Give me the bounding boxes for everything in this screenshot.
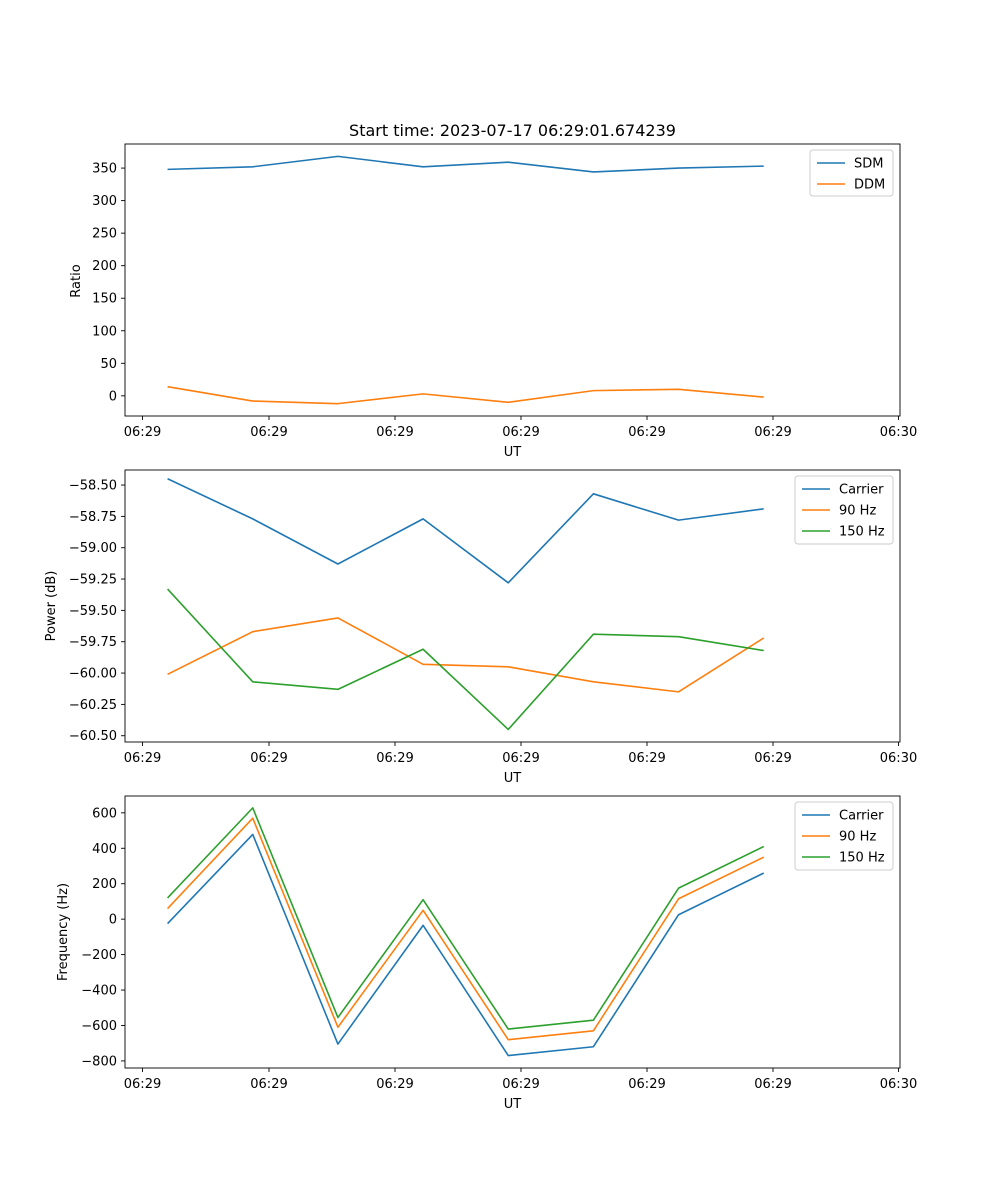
power-y-axis-label: Power (dB)	[44, 571, 59, 642]
power-y-tick-label: −60.00	[69, 667, 117, 682]
frequency-x-tick-label: 06:29	[628, 1077, 665, 1092]
power-y-tick-label: −60.25	[69, 698, 117, 713]
frequency-y-tick-label: 400	[92, 842, 117, 857]
ratio-y-tick-label: 200	[92, 259, 117, 274]
power-legend-label-90-hz: 90 Hz	[839, 504, 876, 519]
ratio-y-tick-label: 250	[92, 227, 117, 242]
ratio-axes-frame	[124, 143, 901, 417]
ratio-y-tick-label: 150	[92, 292, 117, 307]
frequency-legend: Carrier 90 Hz 150 Hz	[794, 801, 894, 871]
ratio-y-tick-label: 50	[100, 357, 117, 372]
power-y-tick-label: −60.50	[69, 729, 117, 744]
ratio-x-tick-label: 06:29	[628, 425, 665, 440]
ratio-legend-label-ddm: DDM	[854, 178, 885, 193]
power-x-tick-label: 06:29	[376, 751, 413, 766]
frequency-x-tick-label: 06:29	[124, 1077, 161, 1092]
frequency-y-tick-label: 600	[92, 806, 117, 821]
ratio-plot-area: 06:29 06:29 06:29 06:29 06:29 06:29 06:30 0 50 10…	[92, 143, 917, 440]
frequency-y-tick-label: 0	[109, 913, 117, 928]
power-y-tick-label: −59.00	[69, 541, 117, 556]
chart-title: Start time: 2023-07-17 06:29:01.674239	[349, 121, 676, 140]
ratio-panel: Start time: 2023-07-17 06:29:01.674239 0…	[69, 121, 917, 460]
ratio-x-tick-label: 06:29	[124, 425, 161, 440]
frequency-x-axis-label: UT	[504, 1097, 522, 1112]
frequency-plot-area: 06:29 06:29 06:29 06:29 06:29 06:29 06:30 −800 −…	[81, 795, 917, 1092]
frequency-y-tick-label: 200	[92, 877, 117, 892]
frequency-axes-frame	[124, 795, 901, 1069]
frequency-y-tick-label: −600	[81, 1019, 117, 1034]
power-plot-area: 06:29 06:29 06:29 06:29 06:29 06:29 06:30 −60.5…	[69, 469, 917, 766]
ratio-series-ddm-line	[167, 385, 764, 405]
ratio-y-tick-label: 350	[92, 162, 117, 177]
power-series-150-hz-line	[166, 588, 764, 731]
frequency-panel: 06:29 06:29 06:29 06:29 06:29 06:29 06:30 −800 −…	[56, 795, 917, 1112]
frequency-legend-label-carrier: Carrier	[839, 809, 884, 824]
power-y-tick-label: −58.50	[69, 479, 117, 494]
power-x-tick-label: 06:30	[880, 751, 917, 766]
frequency-x-tick-label: 06:29	[502, 1077, 539, 1092]
frequency-series-150-hz-line	[166, 807, 765, 1030]
ratio-x-tick-label: 06:29	[250, 425, 287, 440]
power-y-tick-label: −58.75	[69, 510, 117, 525]
frequency-series-carrier-line	[167, 833, 765, 1057]
power-y-tick-label: −59.25	[69, 573, 117, 588]
frequency-x-tick-label: 06:29	[250, 1077, 287, 1092]
power-x-tick-label: 06:29	[124, 751, 161, 766]
power-x-tick-label: 06:29	[754, 751, 791, 766]
power-x-tick-label: 06:29	[502, 751, 539, 766]
frequency-legend-box	[794, 801, 894, 871]
ratio-x-axis-label: UT	[504, 445, 522, 460]
power-legend-box	[794, 475, 894, 545]
power-legend-label-150-hz: 150 Hz	[839, 525, 885, 540]
frequency-x-tick-label: 06:29	[754, 1077, 791, 1092]
frequency-y-axis-label: Frequency (Hz)	[56, 883, 71, 981]
ratio-y-axis-label: Ratio	[69, 264, 84, 297]
frequency-y-tick-label: −400	[81, 984, 117, 999]
power-x-tick-label: 06:29	[250, 751, 287, 766]
power-legend-label-carrier: Carrier	[839, 483, 884, 498]
frequency-y-tick-label: −200	[81, 948, 117, 963]
ratio-x-tick-label: 06:29	[376, 425, 413, 440]
frequency-y-tick-label: −800	[81, 1054, 117, 1069]
frequency-x-tick-label: 06:29	[376, 1077, 413, 1092]
power-y-tick-label: −59.50	[69, 604, 117, 619]
ratio-legend-label-sdm: SDM	[854, 157, 883, 172]
power-x-tick-label: 06:29	[628, 751, 665, 766]
frequency-legend-label-90-hz: 90 Hz	[839, 830, 876, 845]
frequency-series-90-hz-line	[166, 817, 765, 1041]
ratio-x-tick-label: 06:29	[502, 425, 539, 440]
power-panel: 06:29 06:29 06:29 06:29 06:29 06:29 06:30 −60.5…	[44, 469, 917, 786]
ratio-legend: SDM DDM	[809, 149, 894, 197]
power-legend: Carrier 90 Hz 150 Hz	[794, 475, 894, 545]
ratio-y-tick-label: 0	[109, 389, 117, 404]
ratio-x-tick-label: 06:29	[754, 425, 791, 440]
frequency-legend-label-150-hz: 150 Hz	[839, 851, 885, 866]
power-x-axis-label: UT	[504, 771, 522, 786]
power-y-tick-label: −59.75	[69, 635, 117, 650]
power-series-90-hz-line	[167, 617, 765, 693]
ratio-y-tick-label: 100	[92, 324, 117, 339]
ratio-series-sdm-line	[167, 155, 764, 173]
ratio-x-tick-label: 06:30	[880, 425, 917, 440]
power-series-carrier-line	[167, 478, 764, 584]
ratio-y-tick-label: 300	[92, 194, 117, 209]
frequency-x-tick-label: 06:30	[880, 1077, 917, 1092]
power-axes-frame	[124, 469, 901, 743]
